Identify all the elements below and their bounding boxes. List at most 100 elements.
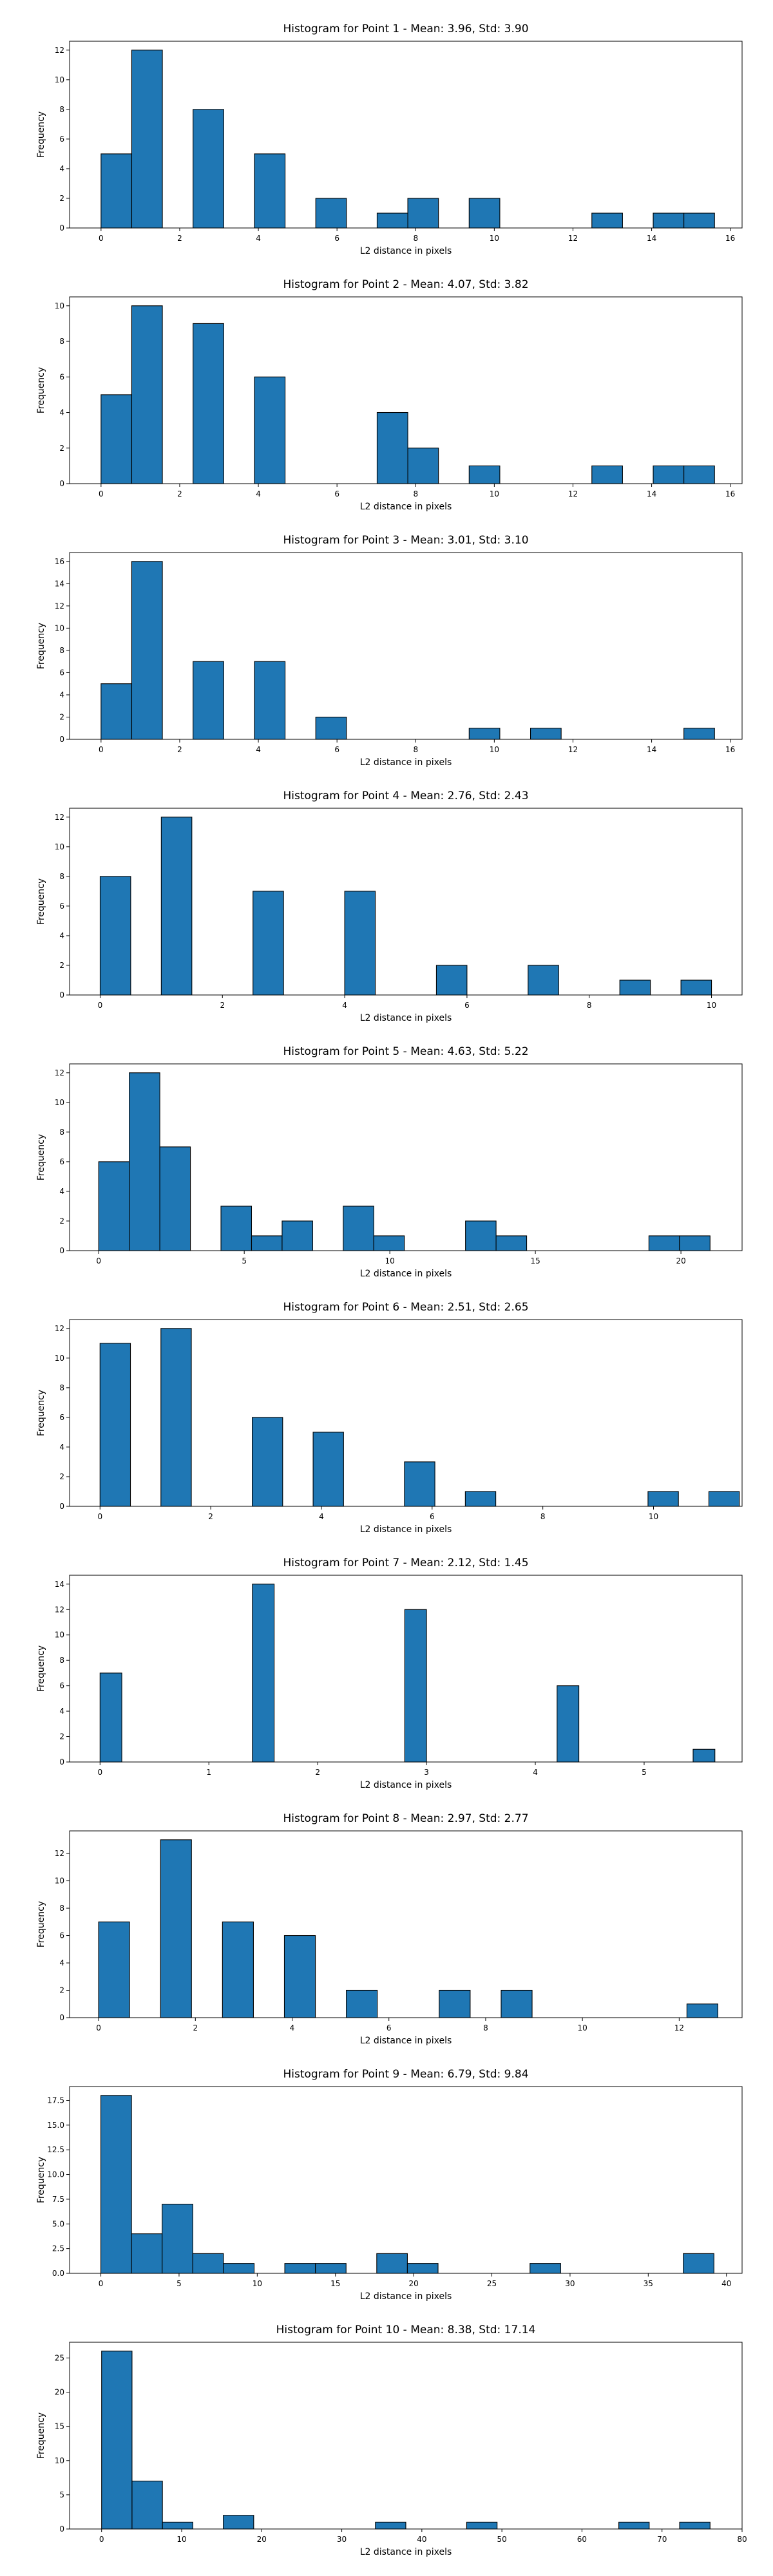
- histogram-bar: [100, 683, 133, 740]
- y-tick-label: 6: [59, 372, 64, 381]
- y-axis-label: Frequency: [36, 1390, 46, 1436]
- histogram-bar: [160, 1328, 192, 1507]
- x-axis-label: L2 distance in pixels: [360, 1013, 452, 1023]
- x-tick-label: 0: [99, 234, 104, 243]
- axes-frame: [69, 296, 743, 484]
- histogram-bar: [468, 465, 501, 484]
- histogram-panel-7: Histogram for Point 7 - Mean: 2.12, Std:…: [36, 1557, 743, 1790]
- y-tick-label: 2: [59, 1986, 64, 1995]
- x-tick-label: 0: [99, 2535, 104, 2544]
- y-tick-label: 8: [59, 1383, 64, 1392]
- histogram-bar: [683, 2253, 714, 2274]
- x-tick-label: 5: [242, 1256, 247, 1265]
- x-tick-label: 10: [253, 2279, 262, 2288]
- x-axis-label: L2 distance in pixels: [360, 2036, 452, 2046]
- histogram-bar: [653, 465, 685, 484]
- histogram-bar: [406, 2263, 439, 2274]
- histogram-panel-9: Histogram for Point 9 - Mean: 6.79, Std:…: [36, 2068, 743, 2302]
- x-tick-label: 5: [177, 2279, 182, 2288]
- y-tick-label: 0: [59, 479, 64, 488]
- x-tick-label: 8: [413, 234, 418, 243]
- histogram-bar: [159, 1146, 191, 1251]
- histogram-bar: [131, 305, 163, 484]
- axes-frame: [69, 2342, 743, 2530]
- y-tick-label: 10: [55, 842, 64, 851]
- histogram-bar: [131, 2481, 163, 2530]
- histogram-bar: [648, 1235, 680, 1251]
- y-tick-label: 2.5: [52, 2244, 64, 2253]
- histogram-bar: [679, 1235, 711, 1251]
- x-tick-label: 50: [497, 2535, 507, 2544]
- y-tick-label: 0: [59, 990, 64, 999]
- histogram-bar: [251, 1235, 283, 1251]
- histogram-bar: [99, 876, 131, 996]
- histogram-bar: [619, 980, 651, 996]
- y-tick-label: 4: [59, 931, 64, 940]
- y-tick-label: 2: [59, 1472, 64, 1481]
- histogram-bar: [193, 109, 224, 229]
- x-tick-label: 6: [386, 2023, 392, 2032]
- x-tick-label: 4: [319, 1512, 324, 1521]
- histogram-bar: [618, 2521, 650, 2530]
- histogram-bar: [407, 448, 439, 484]
- histogram-bar: [100, 394, 133, 484]
- x-tick-label: 6: [464, 1001, 470, 1010]
- y-tick-label: 7.5: [52, 2195, 64, 2204]
- chart-title: Histogram for Point 4 - Mean: 2.76, Std:…: [283, 790, 528, 802]
- y-axis-label: Frequency: [36, 1134, 46, 1180]
- histogram-bar: [315, 716, 347, 740]
- histogram-panel-5: Histogram for Point 5 - Mean: 4.63, Std:…: [36, 1045, 743, 1279]
- y-axis-label: Frequency: [36, 2412, 46, 2459]
- y-tick-label: 8: [59, 1656, 64, 1665]
- x-tick-label: 30: [337, 2535, 347, 2544]
- x-tick-label: 4: [256, 745, 261, 754]
- x-tick-label: 4: [256, 234, 261, 243]
- histogram-bar: [100, 153, 133, 229]
- histogram-bar: [468, 198, 501, 229]
- histogram-bar: [557, 1685, 580, 1763]
- x-tick-label: 2: [177, 234, 182, 243]
- histogram-bar: [312, 1432, 344, 1507]
- x-axis-label: L2 distance in pixels: [360, 1524, 452, 1535]
- y-tick-label: 8: [59, 646, 64, 655]
- axes-frame: [69, 2086, 743, 2274]
- histogram-bar: [254, 661, 286, 740]
- x-tick-label: 2: [220, 1001, 225, 1010]
- x-tick-label: 4: [342, 1001, 347, 1010]
- histogram-bar: [376, 2253, 408, 2274]
- histogram-bar: [692, 1748, 716, 1763]
- histogram-bar: [315, 2263, 347, 2274]
- y-tick-label: 5: [59, 2490, 64, 2499]
- y-tick-label: 10: [55, 1877, 64, 1886]
- x-tick-label: 14: [647, 489, 656, 498]
- chart-title: Histogram for Point 7 - Mean: 2.12, Std:…: [283, 1557, 528, 1569]
- x-axis-label: L2 distance in pixels: [360, 246, 452, 256]
- chart-title: Histogram for Point 5 - Mean: 4.63, Std:…: [283, 1045, 528, 1058]
- histogram-bar: [404, 1461, 435, 1507]
- y-tick-label: 12: [55, 601, 64, 611]
- y-axis-label: Frequency: [36, 1901, 46, 1947]
- y-tick-label: 6: [59, 135, 64, 144]
- y-tick-label: 10: [55, 623, 64, 632]
- histogram-bar: [223, 2263, 255, 2274]
- y-tick-label: 4: [59, 1958, 64, 1967]
- histogram-panel-4: Histogram for Point 4 - Mean: 2.76, Std:…: [36, 790, 743, 1023]
- histogram-bar: [162, 2204, 193, 2274]
- y-tick-label: 0: [59, 1757, 64, 1766]
- histogram-bar: [708, 1491, 740, 1507]
- y-tick-label: 10.0: [47, 2170, 64, 2179]
- y-tick-label: 10: [55, 1098, 64, 1107]
- y-tick-label: 14: [55, 1580, 64, 1589]
- x-tick-label: 2: [193, 2023, 198, 2032]
- histogram-panel-10: Histogram for Point 10 - Mean: 8.38, Std…: [36, 2324, 747, 2557]
- x-tick-label: 80: [737, 2535, 747, 2544]
- y-tick-label: 4: [59, 408, 64, 417]
- histogram-panel-6: Histogram for Point 6 - Mean: 2.51, Std:…: [36, 1301, 743, 1535]
- x-tick-label: 40: [417, 2535, 426, 2544]
- histogram-bar: [98, 1161, 130, 1251]
- x-tick-label: 10: [490, 745, 499, 754]
- x-tick-label: 6: [430, 1512, 435, 1521]
- histogram-bar: [683, 213, 715, 229]
- histogram-bar: [686, 2003, 718, 2018]
- x-tick-label: 0: [96, 1256, 101, 1265]
